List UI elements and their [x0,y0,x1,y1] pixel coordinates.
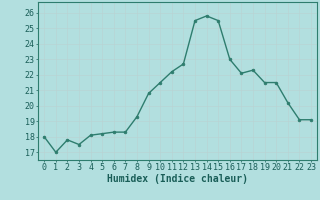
X-axis label: Humidex (Indice chaleur): Humidex (Indice chaleur) [107,174,248,184]
